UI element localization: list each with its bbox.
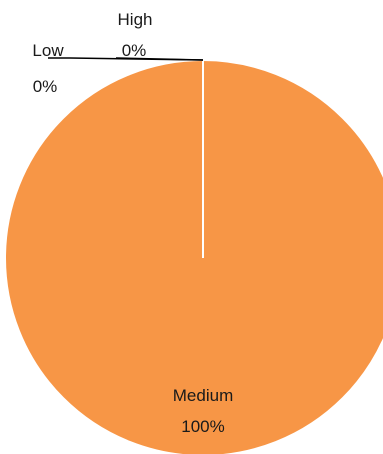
slice-label-medium-percent: 100% xyxy=(181,417,224,436)
slice-label-medium-name: Medium xyxy=(173,386,233,405)
leader-line-high xyxy=(115,57,204,61)
slice-label-high-percent: 0% xyxy=(122,41,147,60)
leader-lines xyxy=(48,57,204,61)
slice-label-low-name: Low xyxy=(32,41,64,60)
slice-label-high-name: High xyxy=(118,10,153,29)
slice-label-low-percent: 0% xyxy=(33,77,58,96)
